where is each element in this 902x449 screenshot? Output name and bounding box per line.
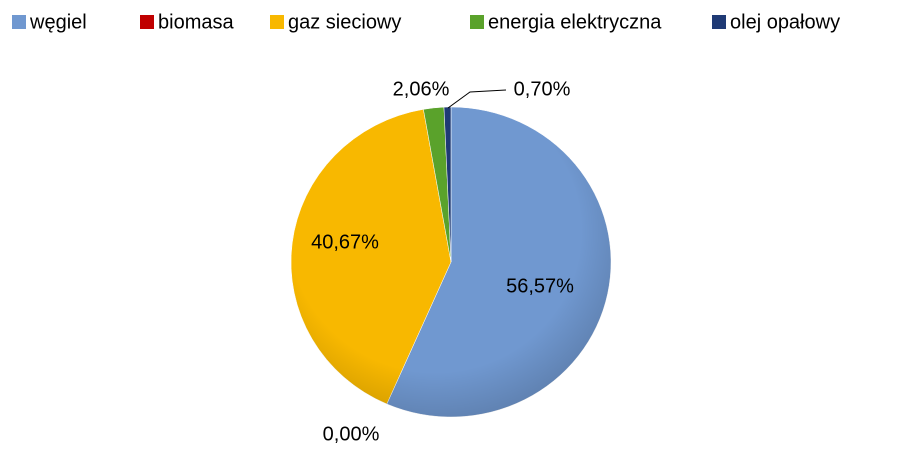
- leader-line: [447, 89, 507, 109]
- legend-swatch: [140, 15, 154, 29]
- legend-swatch: [470, 15, 484, 29]
- data-label: 0,00%: [323, 423, 380, 444]
- data-label: 0,70%: [514, 78, 571, 100]
- legend-label: węgiel: [29, 11, 87, 33]
- data-label: 40,67%: [311, 231, 379, 253]
- data-label: 56,57%: [506, 275, 574, 297]
- legend-label: gaz sieciowy: [288, 11, 401, 33]
- legend-label: olej opałowy: [730, 11, 840, 33]
- legend-swatch: [12, 15, 26, 29]
- pie: [290, 106, 612, 418]
- legend-swatch: [712, 15, 726, 29]
- data-label: 2,06%: [393, 78, 450, 100]
- legend-label: energia elektryczna: [488, 11, 662, 33]
- legend-label: biomasa: [158, 11, 234, 33]
- legend-swatch: [270, 15, 284, 29]
